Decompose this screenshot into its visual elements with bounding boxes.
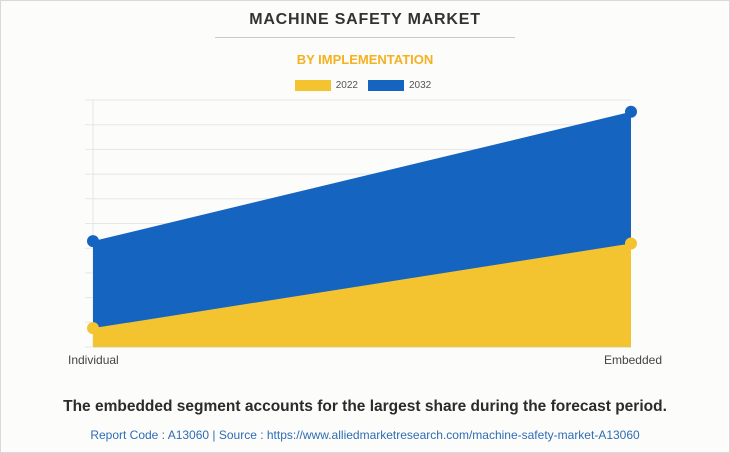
x-tick-label: Individual [68, 353, 119, 367]
legend-label-2022: 2022 [335, 80, 358, 91]
area-series-2022 [93, 243, 631, 347]
chart-legend: 2022 2032 [0, 80, 730, 91]
x-axis-labels: Individual Embedded [68, 353, 662, 367]
title-divider [215, 37, 515, 38]
data-point-2032-individual [87, 235, 99, 248]
chart-subtitle: BY IMPLEMENTATION [296, 52, 434, 67]
chart-caption: The embedded segment accounts for the la… [63, 398, 667, 415]
chart-title: MACHINE SAFETY MARKET [249, 11, 481, 28]
legend-item-2022: 2022 [294, 80, 358, 91]
data-point-2032-embedded [625, 105, 637, 118]
legend-label-2032: 2032 [409, 80, 432, 91]
legend-swatch-2022 [294, 80, 331, 91]
legend-item-2032: 2032 [368, 80, 431, 91]
chart-areas [93, 111, 631, 347]
data-point-2022-embedded [625, 237, 637, 250]
data-point-2022-individual [87, 322, 99, 335]
chart-points [87, 105, 637, 335]
report-source: Report Code : A13060 | Source : https://… [90, 428, 640, 442]
legend-swatch-2032 [368, 80, 404, 91]
x-tick-label: Embedded [604, 353, 662, 367]
